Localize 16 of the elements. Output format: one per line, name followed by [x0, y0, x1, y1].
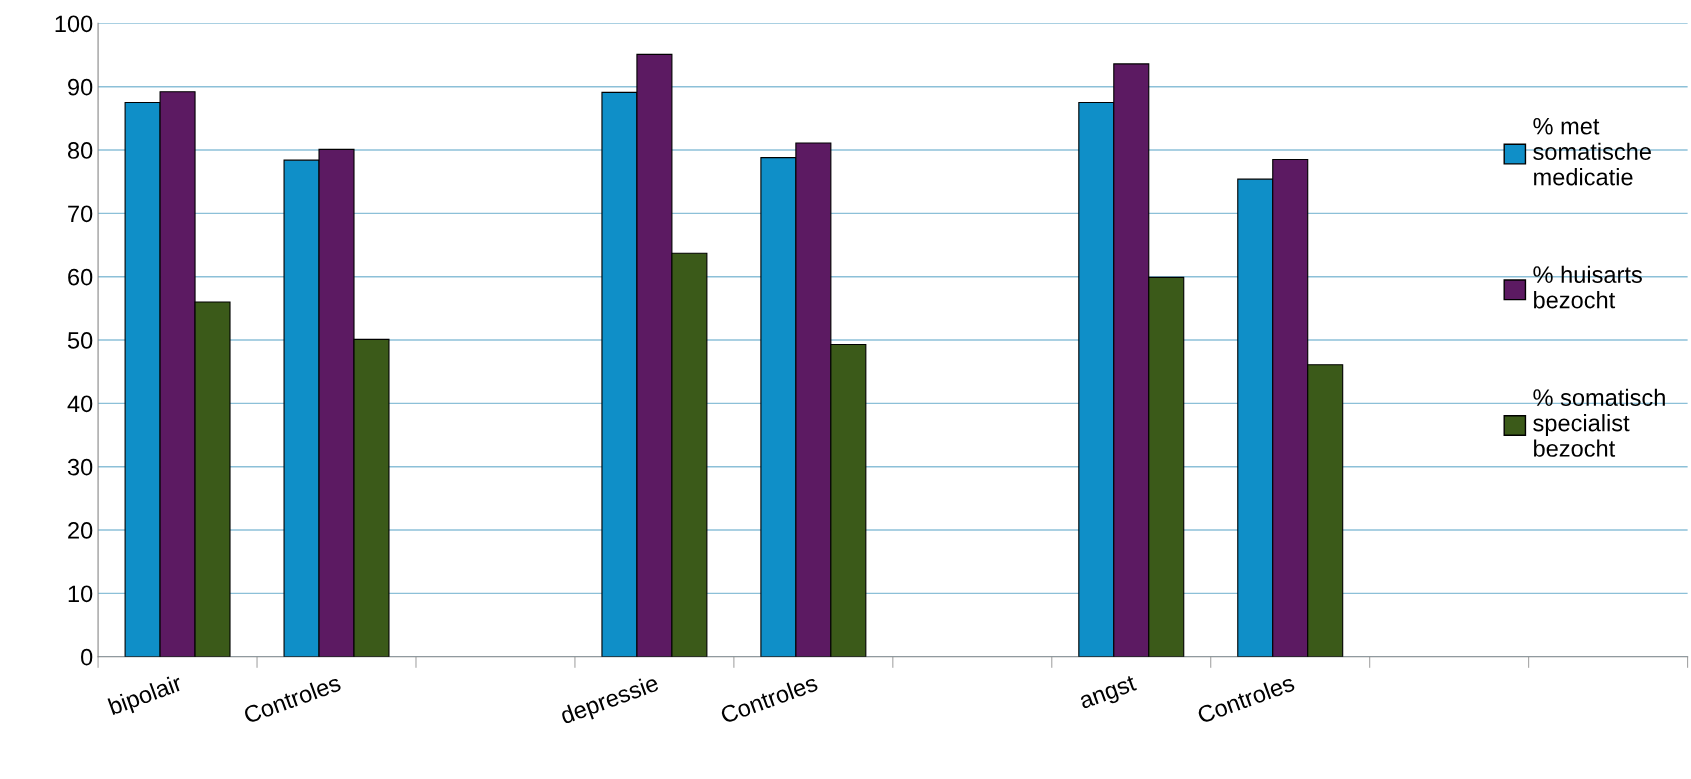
y-tick-label: 80 [67, 142, 93, 159]
y-tick-label: 0 [81, 648, 93, 666]
y-tick-label: 90 [68, 78, 93, 96]
legend-label: % met somatische medicatie [1533, 117, 1651, 186]
y-tick-label: 40 [67, 395, 93, 413]
y-tick-label: 50 [67, 332, 93, 349]
x-tick-label: bipolair [107, 673, 185, 720]
x-tick-label: angst [1078, 675, 1139, 714]
y-tick-label: 30 [67, 458, 93, 476]
y-tick-label: 10 [68, 585, 93, 603]
legend-label: % huisarts bezocht [1533, 265, 1642, 309]
y-tick-label: 70 [68, 205, 93, 223]
y-tick-label: 20 [68, 522, 93, 539]
y-tick-label: 100 [55, 15, 93, 33]
y-tick-label: 60 [68, 268, 93, 286]
legend-label: % somatisch specialist bezocht [1533, 388, 1665, 457]
